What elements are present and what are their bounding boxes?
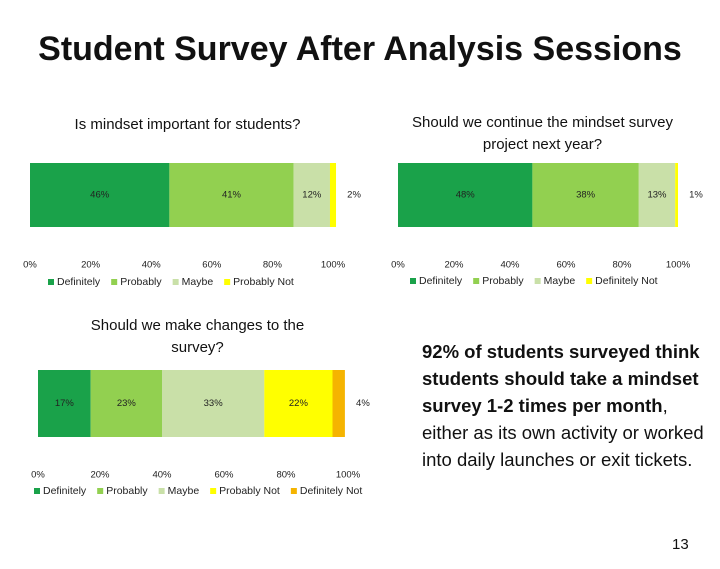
bar-segment — [332, 370, 345, 437]
bar-segment — [162, 370, 265, 437]
x-tick-label: 60% — [214, 470, 234, 481]
note-bold: 92% of students surveyed think students … — [422, 341, 700, 416]
page-number: 13 — [672, 536, 689, 553]
legend-swatch — [210, 488, 217, 494]
value-label: 48% — [456, 190, 476, 201]
value-label: 2% — [347, 190, 361, 201]
chart-title: Should we make changes to the survey? — [90, 317, 305, 356]
x-tick-label: 100% — [336, 470, 361, 481]
bar-segment — [638, 163, 676, 227]
bar-segment — [30, 163, 170, 227]
x-tick-label: 40% — [500, 260, 520, 271]
value-label: 17% — [55, 398, 75, 409]
x-tick-label: 100% — [666, 260, 691, 271]
value-label: 41% — [222, 190, 242, 201]
x-tick-label: 0% — [391, 260, 405, 271]
bar-segment — [398, 163, 533, 227]
bar-segment — [329, 163, 337, 227]
slide-title: Student Survey After Analysis Sessions — [38, 30, 682, 68]
chart-title: Should we continue the mindset survey pr… — [412, 114, 673, 153]
x-tick-label: 0% — [31, 470, 45, 481]
legend-label: Definitely — [43, 485, 87, 497]
legend-swatch — [48, 279, 54, 285]
bar-segment — [293, 163, 330, 227]
x-tick-label: 20% — [90, 470, 110, 481]
legend-swatch — [290, 488, 297, 494]
bar-segment — [264, 370, 333, 437]
legend-swatch — [534, 278, 541, 284]
legend-swatch — [158, 488, 165, 494]
note: 92% of students surveyed think students … — [422, 338, 707, 473]
legend-label: Definitely — [57, 276, 101, 288]
value-label: 33% — [204, 398, 224, 409]
bar-segment — [532, 163, 639, 227]
value-label: 38% — [576, 190, 596, 201]
legend-label: Probably Not — [219, 485, 280, 497]
value-label: 13% — [647, 190, 667, 201]
legend-swatch — [97, 488, 104, 494]
x-tick-label: 80% — [612, 260, 632, 271]
x-tick-label: 80% — [263, 260, 283, 271]
x-tick-label: 40% — [142, 260, 162, 271]
x-tick-label: 60% — [202, 260, 222, 271]
x-tick-label: 20% — [444, 260, 464, 271]
legend-label: Probably Not — [233, 276, 294, 288]
legend-label: Probably — [120, 276, 162, 288]
value-label: 46% — [90, 190, 110, 201]
legend-swatch — [410, 278, 416, 284]
legend-label: Maybe — [182, 276, 214, 288]
value-label: 23% — [117, 398, 137, 409]
value-label: 12% — [302, 190, 322, 201]
x-tick-label: 60% — [556, 260, 576, 271]
legend-swatch — [172, 279, 179, 285]
x-tick-label: 40% — [152, 470, 172, 481]
legend-swatch — [224, 279, 231, 285]
legend-swatch — [473, 278, 480, 284]
value-label: 1% — [689, 190, 703, 201]
legend-label: Definitely Not — [300, 485, 363, 497]
value-label: 22% — [289, 398, 309, 409]
x-tick-label: 80% — [276, 470, 296, 481]
value-label: 4% — [356, 398, 370, 409]
legend-swatch — [34, 488, 40, 494]
x-tick-label: 20% — [81, 260, 101, 271]
note-text: , either as its own activity or worked i… — [422, 395, 704, 470]
legend-label: Maybe — [544, 275, 576, 287]
bar-segment — [90, 370, 162, 437]
legend-label: Probably — [106, 485, 148, 497]
legend-swatch — [586, 278, 593, 284]
x-tick-label: 100% — [321, 260, 346, 271]
bar-segment — [38, 370, 91, 437]
bar-segment — [169, 163, 294, 227]
legend-swatch — [111, 279, 118, 285]
x-tick-label: 0% — [23, 260, 37, 271]
bar-segment — [675, 163, 678, 227]
legend-label: Probably — [482, 275, 524, 287]
legend-label: Definitely Not — [595, 275, 658, 287]
legend-label: Maybe — [168, 485, 200, 497]
chart-title: Is mindset important for students? — [74, 116, 301, 133]
legend-label: Definitely — [419, 275, 463, 287]
